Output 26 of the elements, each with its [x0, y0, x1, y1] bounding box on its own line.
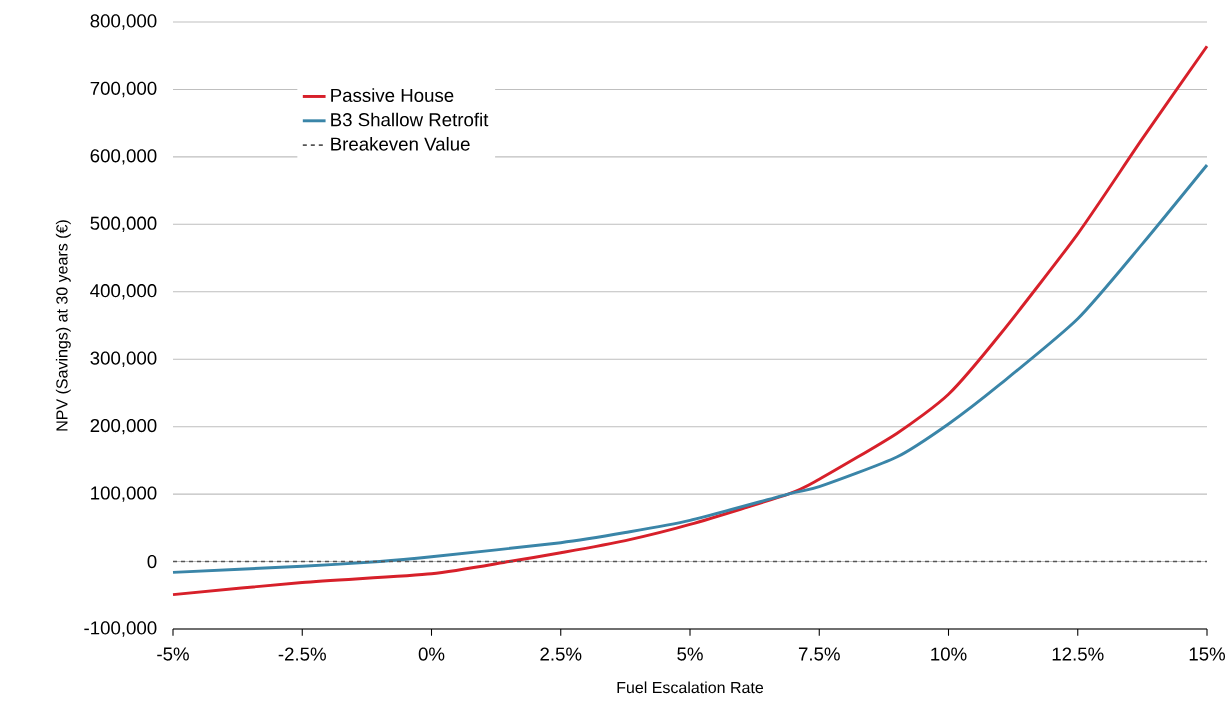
- x-tick-label: 2.5%: [540, 647, 582, 661]
- legend-label: Passive House: [331, 88, 454, 103]
- y-tick-label: 500,000: [90, 216, 157, 233]
- y-tick-label: 700,000: [90, 81, 157, 98]
- y-tick-label: -100,000: [84, 621, 157, 637]
- x-tick-label: -2.5%: [278, 647, 326, 661]
- x-tick-label: 7.5%: [798, 647, 840, 661]
- y-tick-label: 300,000: [90, 351, 157, 367]
- line-series: [171, 44, 1209, 597]
- x-tick-label: 12.5%: [1052, 647, 1104, 661]
- x-tick-label: 0%: [418, 647, 445, 661]
- y-tick-label: 200,000: [90, 418, 157, 435]
- y-tick-label: 800,000: [90, 14, 157, 30]
- legend-label: Breakeven Value: [331, 136, 470, 151]
- y-axis-title: NPV (Savings) at 30 years (€): [55, 220, 71, 431]
- x-tick-label: 10%: [931, 647, 967, 661]
- y-tick-label: 0: [147, 554, 157, 569]
- x-tick-label: 15%: [1189, 647, 1226, 661]
- x-tick-label: 5%: [677, 647, 703, 661]
- x-axis-title: Fuel Escalation Rate: [617, 681, 764, 694]
- y-tick-label: 100,000: [91, 486, 157, 502]
- y-tick-label: 400,000: [90, 284, 157, 300]
- legend-label: B3 Shallow Retrofit: [331, 112, 489, 127]
- line-series: [171, 163, 1209, 574]
- x-tick-label: -5%: [157, 647, 189, 661]
- y-tick-label: 600,000: [90, 149, 157, 165]
